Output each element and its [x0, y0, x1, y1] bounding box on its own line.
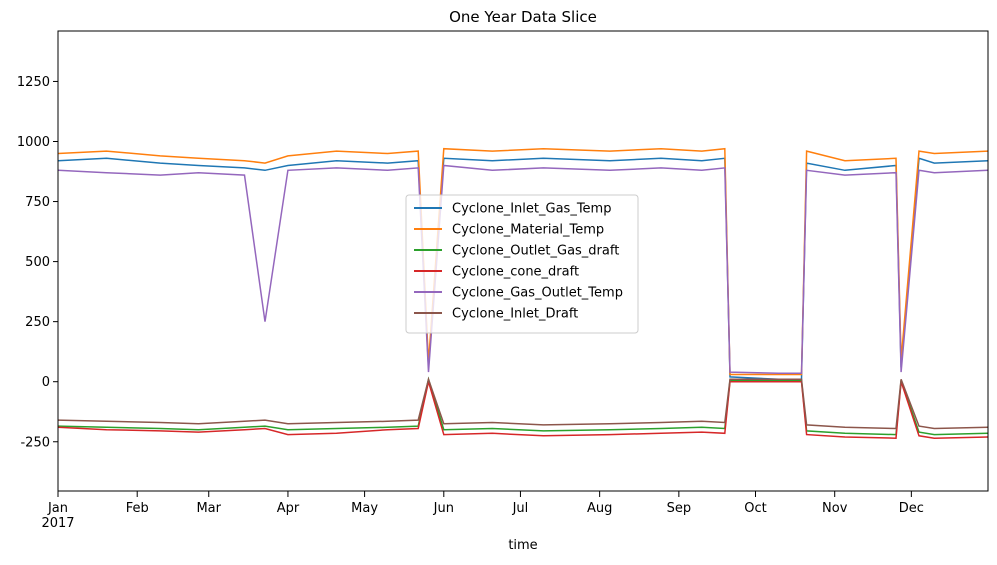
legend-label: Cyclone_Inlet_Draft — [452, 307, 578, 322]
series-line-Cyclone_cone_draft — [58, 380, 988, 439]
series-line-Cyclone_Material_Temp — [58, 147, 988, 376]
x-tick-year-label: 2017 — [41, 516, 74, 531]
x-tick-label: Mar — [196, 501, 221, 516]
chart-title: One Year Data Slice — [449, 8, 597, 26]
x-tick-label: Sep — [667, 501, 692, 516]
x-axis-label: time — [508, 538, 537, 553]
legend-label: Cyclone_Outlet_Gas_draft — [452, 244, 619, 259]
x-tick-label: Apr — [277, 501, 300, 516]
legend-label: Cyclone_Material_Temp — [452, 223, 604, 238]
x-tick-label: Feb — [126, 501, 149, 516]
series-line-Cyclone_Inlet_Draft — [58, 376, 988, 430]
plot-frame — [57, 30, 989, 492]
x-tick-label: Jun — [433, 501, 454, 516]
series-line-Cyclone_Gas_Outlet_Temp — [58, 164, 988, 375]
plot-area — [58, 147, 988, 439]
legend-label: Cyclone_cone_draft — [452, 265, 579, 280]
x-tick-label: Jan — [47, 501, 68, 516]
series-line-Cyclone_Inlet_Gas_Temp — [58, 157, 988, 381]
x-tick-label: Jul — [512, 501, 529, 516]
x-tick-label: Dec — [899, 501, 924, 516]
y-tick-label: 0 — [42, 375, 50, 390]
y-tick-label: 1000 — [17, 135, 50, 150]
legend-label: Cyclone_Inlet_Gas_Temp — [452, 202, 611, 217]
x-tick-label: Oct — [744, 501, 766, 516]
series-lines — [58, 147, 988, 439]
x-tick-label: May — [351, 501, 378, 516]
legend-box — [405, 194, 639, 334]
y-tick-label: 750 — [25, 195, 50, 210]
y-tick-label: 500 — [25, 255, 50, 270]
legend-label: Cyclone_Gas_Outlet_Temp — [452, 286, 623, 301]
y-tick-label: -250 — [20, 435, 50, 450]
x-tick-label: Nov — [822, 501, 848, 516]
legend: Cyclone_Inlet_Gas_Temp Cyclone_Material_T… — [405, 194, 639, 334]
y-tick-label: 250 — [25, 315, 50, 330]
series-line-Cyclone_Outlet_Gas_draft — [58, 376, 988, 436]
y-tick-label: 1250 — [17, 75, 50, 90]
x-tick-label: Aug — [587, 501, 612, 516]
